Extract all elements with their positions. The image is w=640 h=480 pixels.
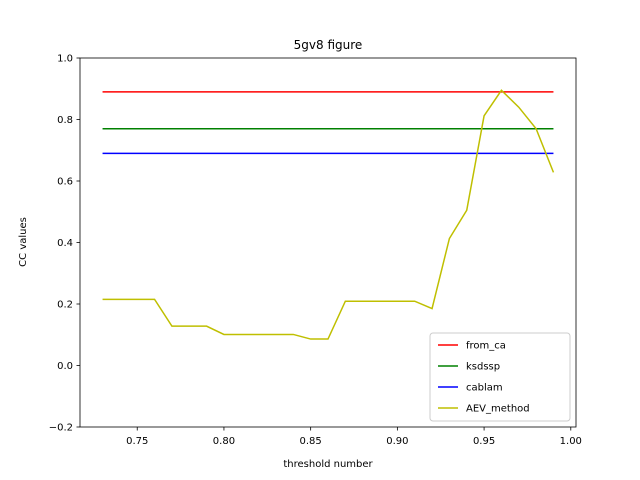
y-tick-label: 0.6 (57, 177, 73, 188)
series-line-aev-method (102, 89, 555, 340)
legend-entry-label: ksdssp (466, 362, 500, 373)
plot-area (102, 89, 555, 340)
x-tick-label: 0.75 (126, 436, 148, 447)
y-tick-label: 0.2 (57, 300, 73, 311)
x-tick-label: 0.95 (473, 436, 495, 447)
x-axis-label: threshold number (283, 459, 373, 470)
y-tick-label: 1.0 (57, 54, 73, 65)
x-tick-label: 0.90 (386, 436, 408, 447)
y-tick-label: −0.2 (49, 423, 73, 434)
axes: 0.75 0.80 0.85 0.90 0.95 1.00 −0.2 0.0 0.2 0.4 0.6… (49, 54, 582, 448)
legend-entry-label: cablam (466, 383, 503, 394)
chart-title: 5gv8 figure (294, 38, 363, 52)
x-tick-label: 0.80 (213, 436, 235, 447)
legend-entry-label: AEV_method (466, 404, 530, 415)
x-tick-label: 0.85 (300, 436, 322, 447)
y-axis-label: CC values (18, 217, 29, 267)
y-tick-label: 0.8 (57, 115, 73, 126)
x-tick-label: 1.00 (560, 436, 582, 447)
legend-entry-label: from_ca (466, 341, 506, 352)
y-tick-label: 0.4 (57, 238, 73, 249)
legend-box (429, 332, 571, 422)
y-tick-label: 0.0 (57, 361, 73, 372)
